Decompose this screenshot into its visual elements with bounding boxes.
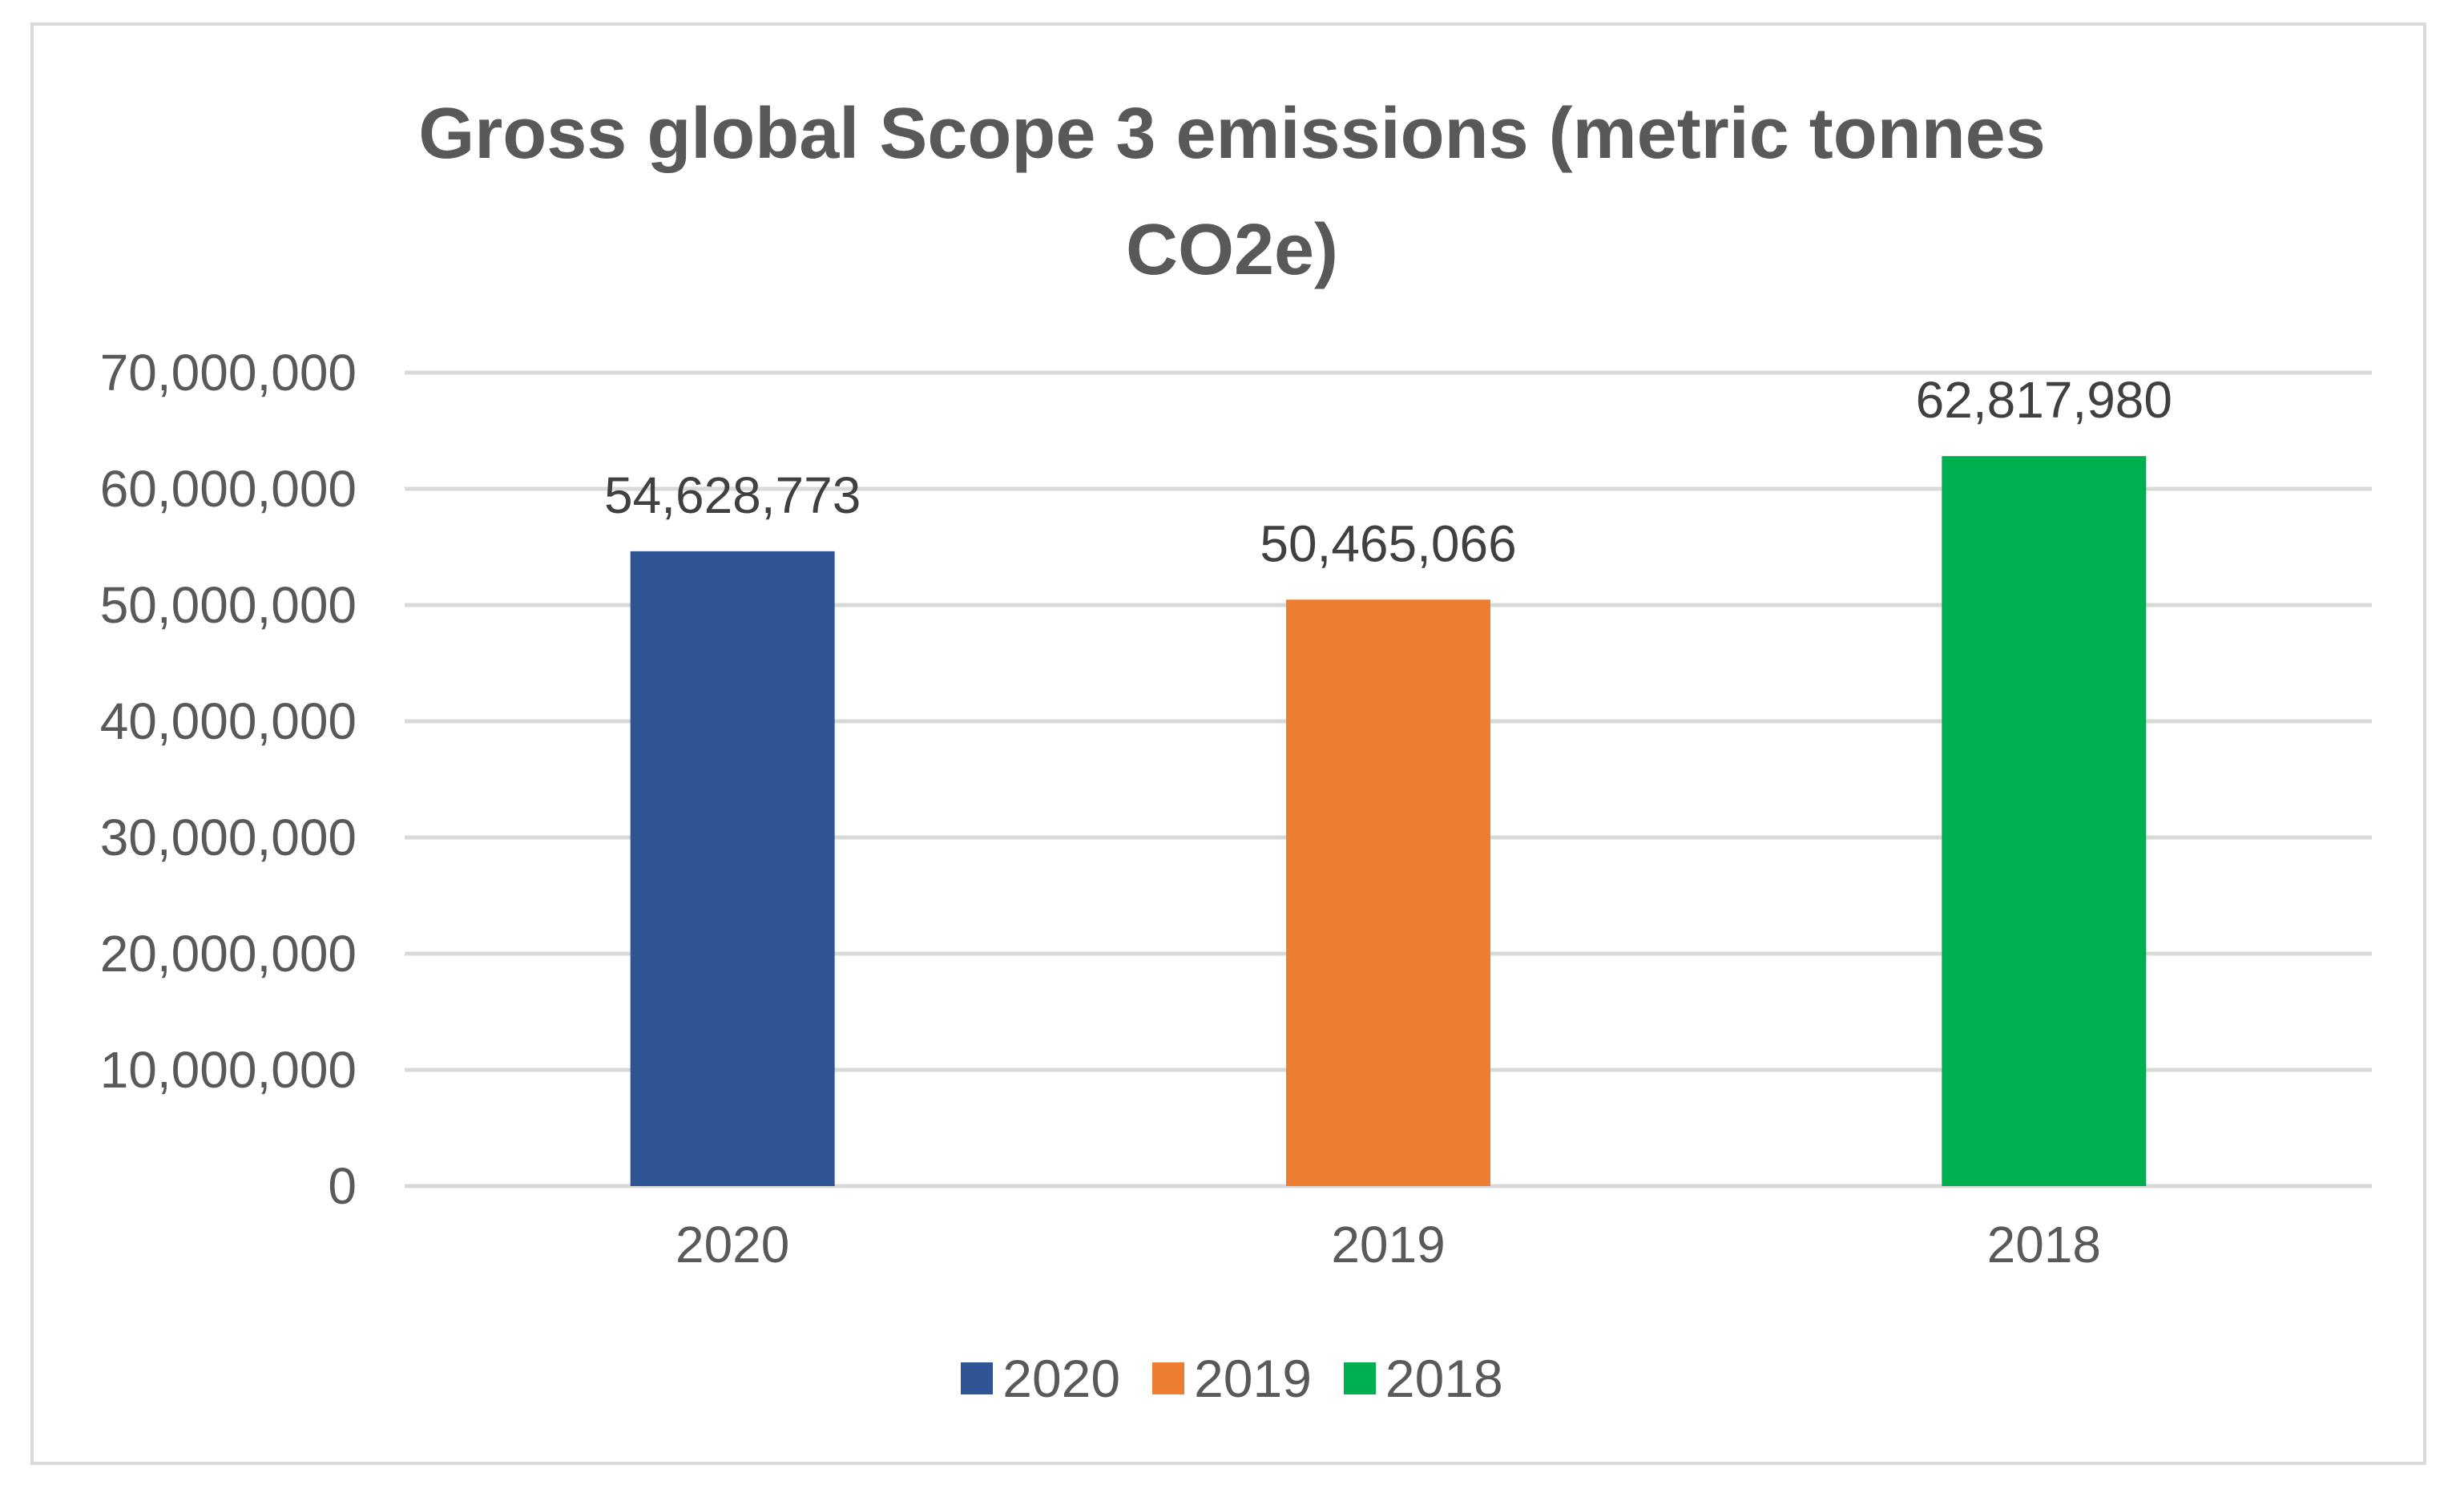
y-tick-label: 10,000,000	[100, 1041, 357, 1099]
x-tick-label-2018: 2018	[1987, 1216, 2101, 1273]
legend-item-2018: 2018	[1343, 1348, 1503, 1409]
data-label-2018: 62,817,980	[1916, 371, 2172, 429]
chart-title-line-2: CO2e)	[1125, 210, 1339, 290]
legend-swatch-2018	[1343, 1362, 1376, 1394]
chart-title-line-1: Gross global Scope 3 emissions (metric t…	[418, 94, 2046, 174]
legend-item-2019: 2019	[1152, 1348, 1312, 1409]
y-tick-label: 0	[328, 1157, 357, 1215]
bar-2018	[1942, 456, 2147, 1186]
x-tick-label-2019: 2019	[1331, 1216, 1445, 1273]
y-tick-label: 70,000,000	[100, 344, 357, 402]
data-label-2020: 54,628,773	[604, 466, 861, 524]
y-tick-label: 50,000,000	[100, 576, 357, 634]
bar-2019	[1286, 599, 1490, 1186]
legend-label-2020: 2020	[1002, 1349, 1121, 1408]
data-label-2019: 50,465,066	[1260, 514, 1516, 572]
y-tick-label: 30,000,000	[100, 809, 357, 866]
legend-swatch-2019	[1152, 1362, 1185, 1394]
y-tick-label: 40,000,000	[100, 692, 357, 750]
y-tick-label: 20,000,000	[100, 925, 357, 983]
legend-label-2018: 2018	[1385, 1349, 1503, 1408]
legend-swatch-2020	[961, 1362, 994, 1394]
y-tick-label: 60,000,000	[100, 460, 357, 518]
legend-label-2019: 2019	[1194, 1349, 1312, 1408]
legend-item-2020: 2020	[961, 1348, 1120, 1409]
x-tick-label-2020: 2020	[675, 1216, 789, 1273]
bar-2020	[630, 551, 835, 1186]
chart-title: Gross global Scope 3 emissions (metric t…	[0, 76, 2464, 309]
chart-legend: 2020 2019 2018	[0, 1346, 2464, 1410]
